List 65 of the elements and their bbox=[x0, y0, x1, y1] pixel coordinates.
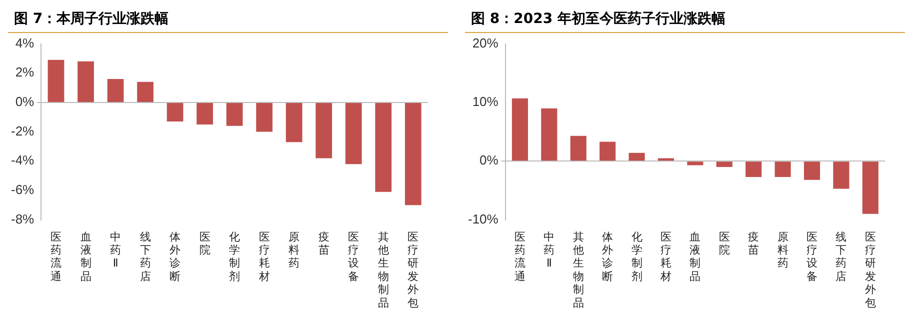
bar bbox=[628, 152, 645, 161]
bar bbox=[78, 61, 94, 102]
bar bbox=[375, 102, 392, 192]
x-tick-label: 原料药 bbox=[288, 230, 300, 270]
bar bbox=[345, 102, 362, 164]
bar bbox=[107, 79, 124, 102]
bar bbox=[658, 158, 674, 161]
bar bbox=[541, 108, 558, 161]
x-tick-label: 医药流通 bbox=[514, 230, 526, 283]
bar bbox=[256, 102, 273, 132]
bar bbox=[166, 102, 184, 122]
x-tick-label: 医药流通 bbox=[50, 230, 62, 283]
bar bbox=[774, 162, 791, 177]
x-tick-label: 其他生物制品 bbox=[378, 230, 389, 310]
x-tick-label: 化学制剂 bbox=[631, 230, 642, 283]
x-tick-label: 医院 bbox=[718, 230, 730, 256]
bar bbox=[404, 102, 422, 206]
y-tick-label: 0% bbox=[480, 152, 499, 168]
x-tick-label: 医院 bbox=[199, 230, 210, 256]
bar bbox=[746, 162, 762, 177]
y-tick-label: 4% bbox=[15, 35, 35, 50]
bar bbox=[226, 102, 243, 126]
bar bbox=[316, 102, 332, 158]
bar bbox=[862, 162, 878, 214]
x-tick-label: 医疗设备 bbox=[806, 230, 818, 283]
x-tick-label: 体外诊断 bbox=[170, 230, 181, 283]
x-tick-label: 血液制品 bbox=[80, 230, 92, 283]
bar bbox=[804, 162, 820, 180]
y-tick-label: 10% bbox=[472, 94, 499, 110]
bar bbox=[196, 102, 213, 124]
y-tick-label: 20% bbox=[472, 35, 499, 50]
y-tick-label: 2% bbox=[15, 64, 35, 80]
x-tick-label: 医疗耗材 bbox=[258, 230, 270, 283]
bar bbox=[512, 98, 528, 161]
x-tick-label: 医疗研发外包 bbox=[408, 230, 419, 310]
y-tick-label: -8% bbox=[10, 211, 35, 226]
x-tick-label: 其他生物制品 bbox=[572, 230, 584, 310]
bar bbox=[833, 162, 850, 189]
y-tick-label: -10% bbox=[468, 211, 499, 226]
x-tick-label: 原料药 bbox=[777, 230, 788, 270]
y-tick-label: -2% bbox=[10, 123, 35, 138]
bar bbox=[137, 82, 154, 102]
y-tick-label: 0% bbox=[15, 94, 35, 110]
x-tick-label: 疫苗 bbox=[318, 230, 330, 256]
x-tick-label: 线下药店 bbox=[836, 230, 847, 283]
x-tick-label: 线下药店 bbox=[140, 230, 151, 283]
x-tick-label: 医疗研发外包 bbox=[864, 230, 876, 310]
bar bbox=[286, 102, 302, 142]
bar bbox=[716, 162, 732, 167]
x-tick-label: 医疗设备 bbox=[348, 230, 360, 283]
x-tick-label: 化学制剂 bbox=[229, 230, 240, 283]
bar bbox=[687, 162, 704, 166]
y-tick-label: -4% bbox=[10, 152, 35, 168]
chart-title: 图 8：2023 年初至今医药子行业涨跌幅 bbox=[465, 8, 905, 33]
chart-title: 图 7：本周子行业涨跌幅 bbox=[8, 8, 448, 33]
bar bbox=[570, 136, 586, 161]
y-tick-label: -6% bbox=[10, 182, 35, 198]
x-tick-label: 中药Ⅱ bbox=[544, 230, 555, 270]
x-tick-label: 血液制品 bbox=[690, 230, 701, 283]
x-tick-label: 医疗耗材 bbox=[659, 230, 672, 283]
x-tick-label: 疫苗 bbox=[748, 230, 760, 256]
bar bbox=[48, 60, 64, 102]
x-tick-label: 体外诊断 bbox=[602, 230, 614, 283]
x-tick-label: 中药Ⅱ bbox=[110, 230, 122, 270]
bar bbox=[600, 142, 616, 161]
